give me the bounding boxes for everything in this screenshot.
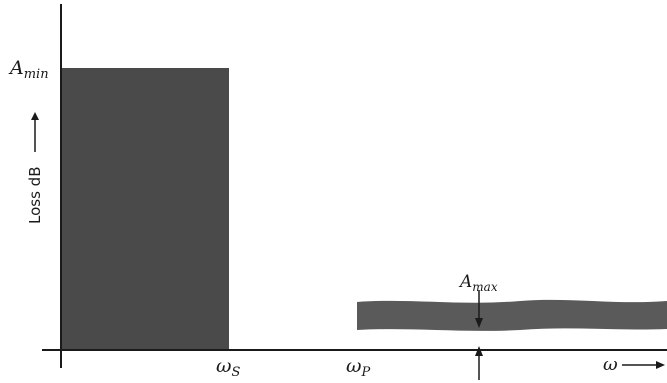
y-axis-label: Loss dB — [26, 167, 44, 224]
omega-s-label: ωS — [216, 355, 241, 380]
y-axis-label-arrowhead — [31, 112, 39, 120]
a-max-down-arrowhead — [475, 318, 483, 328]
y-axis-label-group: Loss dB — [26, 112, 44, 224]
a-max-up-arrowhead — [475, 346, 483, 356]
omega-p-label: ωP — [346, 355, 371, 380]
a-min-label: Amin — [8, 57, 49, 82]
stopband-region — [61, 68, 229, 350]
omega-arrowhead — [656, 361, 665, 369]
a-max-label: Amax — [458, 272, 498, 294]
omega-label: ω — [603, 354, 618, 375]
passband-ripple-band — [357, 299, 667, 331]
